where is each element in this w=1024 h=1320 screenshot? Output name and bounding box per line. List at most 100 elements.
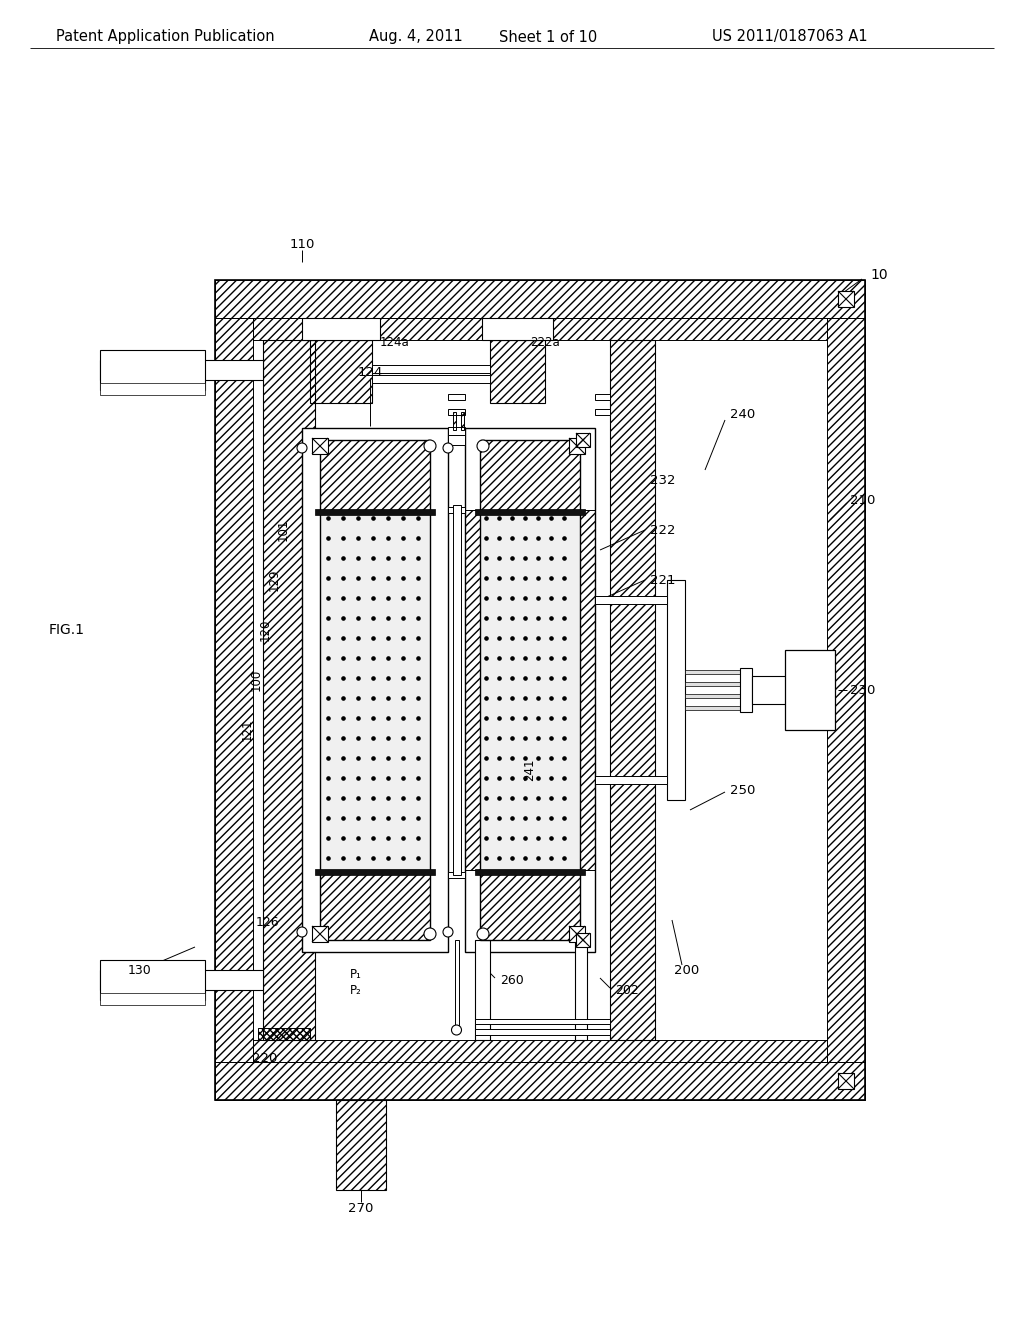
- Bar: [100, 970, 263, 990]
- Text: 100: 100: [250, 669, 263, 692]
- Bar: [100, 360, 263, 380]
- Bar: [319, 440, 430, 940]
- Text: Patent Application Publication: Patent Application Publication: [55, 29, 274, 45]
- Text: Sheet 1 of 10: Sheet 1 of 10: [499, 29, 597, 45]
- Bar: [372, 366, 490, 374]
- Bar: [475, 869, 585, 875]
- Bar: [575, 433, 590, 447]
- Text: 121: 121: [241, 719, 254, 742]
- Text: 124a: 124a: [380, 337, 410, 350]
- Bar: [455, 940, 459, 1030]
- Bar: [475, 510, 585, 515]
- Text: 210: 210: [850, 494, 876, 507]
- Bar: [480, 440, 580, 510]
- Bar: [685, 682, 740, 686]
- Bar: [785, 649, 835, 730]
- Circle shape: [424, 440, 436, 451]
- Bar: [215, 280, 865, 318]
- Text: 129: 129: [268, 569, 281, 591]
- Bar: [575, 933, 590, 946]
- Bar: [312, 927, 328, 942]
- Bar: [595, 776, 667, 784]
- Bar: [575, 940, 587, 1040]
- Text: 10: 10: [870, 268, 888, 282]
- Bar: [302, 428, 449, 952]
- Bar: [100, 350, 205, 389]
- Circle shape: [297, 927, 307, 937]
- Text: 232: 232: [650, 474, 676, 487]
- Bar: [449, 873, 465, 878]
- Bar: [310, 341, 372, 403]
- Bar: [319, 870, 430, 940]
- Bar: [667, 579, 685, 800]
- Text: 130: 130: [128, 964, 152, 977]
- Circle shape: [314, 440, 326, 451]
- Bar: [100, 993, 205, 1005]
- Text: 222a: 222a: [530, 337, 560, 350]
- Bar: [453, 506, 461, 875]
- Bar: [480, 440, 580, 940]
- Bar: [449, 393, 465, 400]
- Circle shape: [571, 928, 583, 940]
- Text: 230: 230: [850, 684, 876, 697]
- Bar: [258, 1028, 310, 1040]
- Circle shape: [424, 928, 436, 940]
- Text: 220: 220: [252, 1052, 278, 1064]
- Text: P₁: P₁: [350, 969, 361, 982]
- Bar: [838, 290, 854, 308]
- Circle shape: [443, 444, 453, 453]
- Bar: [461, 412, 464, 430]
- Text: 260: 260: [500, 974, 523, 986]
- Bar: [610, 341, 655, 1040]
- Bar: [465, 510, 480, 870]
- Text: 126: 126: [255, 916, 279, 928]
- Circle shape: [477, 440, 489, 451]
- Bar: [215, 1063, 865, 1100]
- Bar: [315, 510, 435, 515]
- Text: 221: 221: [650, 573, 676, 586]
- Bar: [215, 318, 253, 1063]
- Bar: [827, 318, 865, 1063]
- Circle shape: [477, 928, 489, 940]
- Bar: [595, 409, 610, 414]
- Text: US 2011/0187063 A1: US 2011/0187063 A1: [712, 29, 867, 45]
- Bar: [475, 1019, 610, 1024]
- Text: 240: 240: [730, 408, 756, 421]
- Bar: [449, 436, 465, 445]
- Bar: [449, 409, 465, 414]
- Bar: [752, 676, 787, 704]
- Circle shape: [297, 444, 307, 453]
- Bar: [453, 412, 456, 430]
- Bar: [312, 438, 328, 454]
- Circle shape: [314, 928, 326, 940]
- Text: 222: 222: [650, 524, 676, 536]
- Bar: [595, 597, 667, 605]
- Bar: [253, 1040, 827, 1063]
- Bar: [482, 318, 553, 341]
- Text: 270: 270: [348, 1201, 374, 1214]
- Text: FIG.1: FIG.1: [49, 623, 85, 638]
- Text: 202: 202: [615, 983, 639, 997]
- Text: 124: 124: [357, 367, 383, 380]
- Bar: [315, 869, 435, 875]
- Bar: [253, 318, 827, 341]
- Text: 101: 101: [278, 519, 290, 541]
- Bar: [480, 870, 580, 940]
- Circle shape: [571, 440, 583, 451]
- Bar: [685, 706, 740, 710]
- Bar: [740, 668, 752, 711]
- Text: 250: 250: [730, 784, 756, 796]
- Bar: [580, 510, 595, 870]
- Bar: [465, 428, 595, 952]
- Bar: [475, 940, 490, 1040]
- Bar: [838, 1073, 854, 1089]
- Text: P₂: P₂: [350, 983, 361, 997]
- Bar: [595, 393, 610, 400]
- Bar: [100, 383, 205, 395]
- Bar: [569, 927, 585, 942]
- Bar: [319, 510, 430, 870]
- Text: 120: 120: [259, 619, 272, 642]
- Circle shape: [452, 1026, 462, 1035]
- Bar: [475, 1030, 610, 1035]
- Circle shape: [443, 927, 453, 937]
